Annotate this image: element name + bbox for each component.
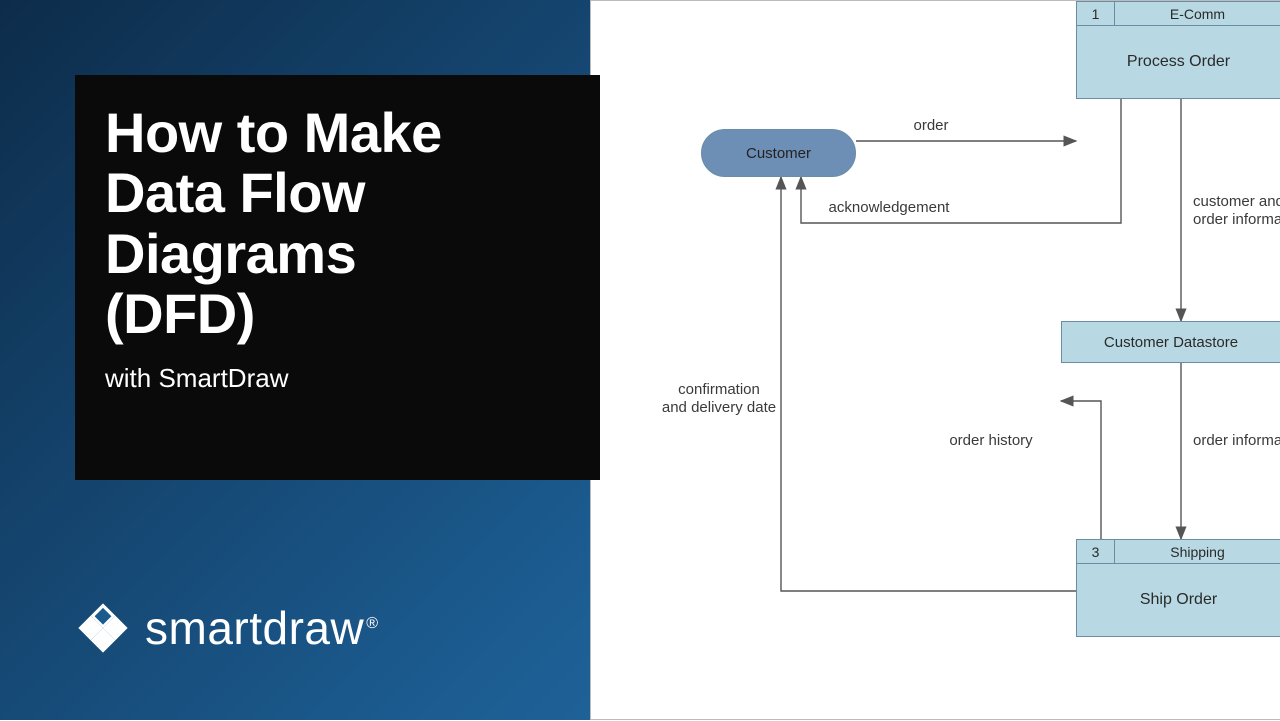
edge-label-ship_order-datastore: order history — [949, 432, 1032, 450]
edge-label-process_order-datastore: customer andorder information — [1193, 193, 1280, 229]
node-process_order-sys: E-Comm — [1115, 2, 1280, 25]
node-customer: Customer — [701, 129, 856, 177]
brand-name: smartdraw® — [145, 601, 379, 655]
node-ship_order: 3ShippingShip Order — [1076, 539, 1280, 637]
node-process_order: 1E-CommProcess Order — [1076, 1, 1280, 99]
title-sub: with SmartDraw — [105, 363, 570, 394]
edge-label-ship_order-customer: confirmationand delivery date — [662, 381, 776, 417]
title-box: How to MakeData FlowDiagrams(DFD) with S… — [75, 75, 600, 480]
smartdraw-icon — [75, 600, 131, 656]
node-process_order-num: 1 — [1077, 2, 1115, 25]
node-process_order-label: Process Order — [1077, 26, 1280, 98]
node-ship_order-num: 3 — [1077, 540, 1115, 563]
brand-logo: smartdraw® — [75, 600, 379, 656]
edge-label-customer-process_order: order — [913, 117, 948, 135]
edge-ship_order-customer — [781, 177, 1076, 591]
edge-label-datastore-ship_order: order information — [1193, 432, 1280, 450]
node-ship_order-sys: Shipping — [1115, 540, 1280, 563]
node-ship_order-label: Ship Order — [1077, 564, 1280, 636]
edge-label-process_order-customer: acknowledgement — [829, 199, 950, 217]
title-main: How to MakeData FlowDiagrams(DFD) — [105, 103, 570, 345]
edge-ship_order-datastore — [1061, 401, 1101, 539]
node-datastore: Customer Datastore — [1061, 321, 1280, 363]
diagram-panel: Customer 1E-CommProcess Order Customer Dat… — [590, 0, 1280, 720]
